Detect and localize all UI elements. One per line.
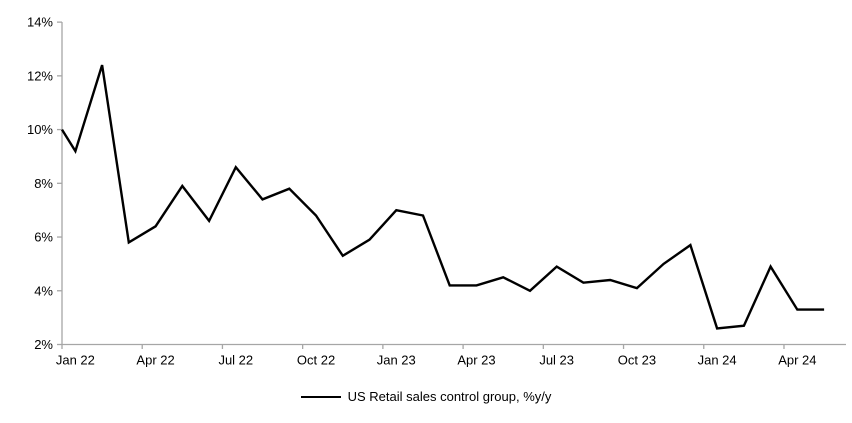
x-axis-tick-label: Apr 23 [457, 353, 495, 368]
y-axis-tick-label: 2% [34, 337, 53, 352]
y-axis-tick-label: 6% [34, 230, 53, 245]
y-axis-tick-label: 8% [34, 176, 53, 191]
y-axis-tick-label: 10% [27, 122, 53, 137]
legend-line-sample-icon [300, 395, 341, 398]
x-axis-tick-label: Jan 22 [56, 353, 95, 368]
x-axis-tick-label: Apr 24 [778, 353, 816, 368]
x-axis-tick-label: Jul 22 [218, 353, 253, 368]
x-axis-tick-label: Apr 22 [136, 353, 174, 368]
legend: US Retail sales control group, %y/y [0, 389, 852, 404]
line-chart-canvas: 14% 12% 10% 8% 6% 4% 2%Jan 22 Apr 22 Jul 22 Oct 2… [27, 15, 846, 368]
x-axis-tick-label: Oct 23 [618, 353, 656, 368]
y-axis-tick-label: 12% [27, 68, 53, 83]
x-axis-tick-label: Jan 23 [377, 353, 416, 368]
legend-label: US Retail sales control group, %y/y [347, 389, 552, 404]
x-axis-tick-label: Oct 22 [297, 353, 335, 368]
x-axis-tick-label: Jan 24 [698, 353, 737, 368]
y-axis-tick-label: 4% [34, 283, 53, 298]
y-axis-tick-label: 14% [27, 15, 53, 30]
x-axis-tick-label: Jul 23 [539, 353, 574, 368]
series-line-retail-control-group [60, 64, 825, 330]
